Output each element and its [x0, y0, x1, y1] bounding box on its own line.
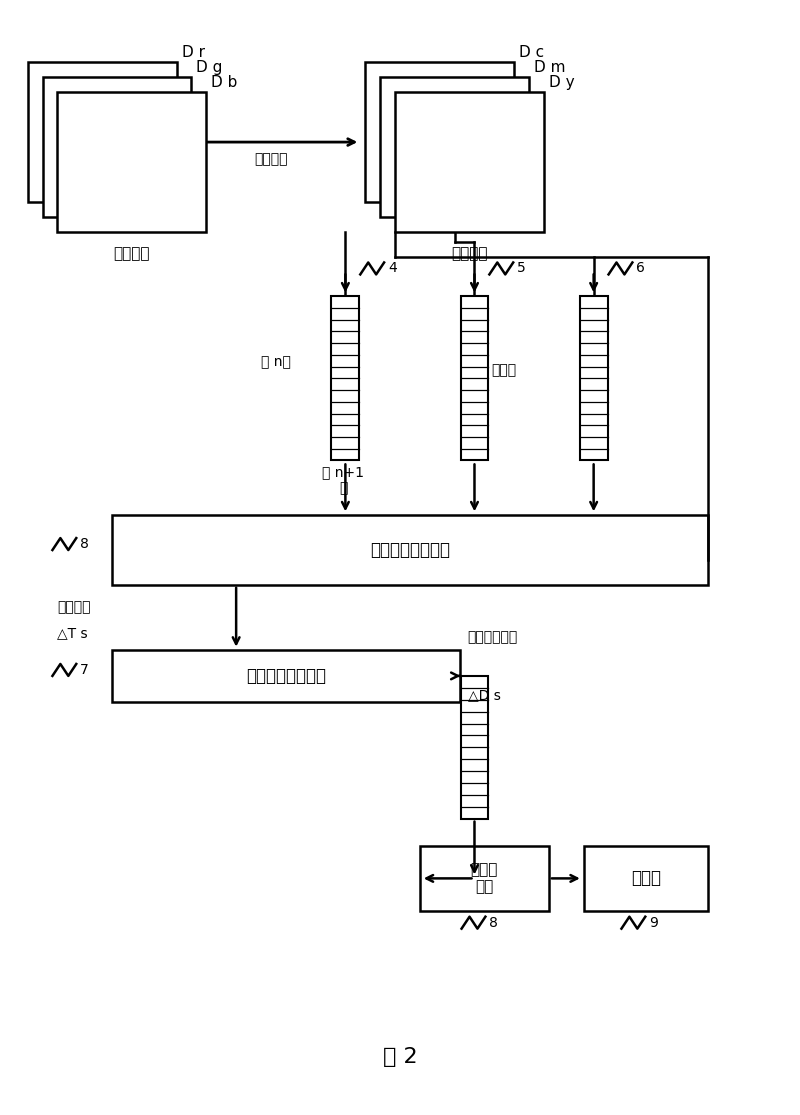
Text: 校正印刷数据: 校正印刷数据: [467, 631, 518, 644]
Text: 第 n+1
行: 第 n+1 行: [322, 465, 364, 496]
Bar: [461, 297, 488, 460]
Bar: [395, 93, 544, 232]
Bar: [112, 650, 459, 702]
Text: 图像数据: 图像数据: [114, 246, 150, 262]
Text: 4: 4: [388, 261, 397, 275]
Text: 第 n行: 第 n行: [261, 355, 290, 369]
Bar: [112, 515, 708, 585]
Text: 校正数据: 校正数据: [58, 600, 91, 613]
Text: D r: D r: [182, 46, 205, 60]
Text: 校正数据生成电路: 校正数据生成电路: [370, 541, 450, 559]
Bar: [420, 846, 549, 911]
Bar: [461, 676, 488, 818]
Text: 累积量: 累积量: [491, 363, 517, 377]
Text: △D s: △D s: [467, 688, 501, 702]
Text: 图 2: 图 2: [382, 1047, 418, 1067]
Text: 8: 8: [490, 915, 498, 930]
Bar: [331, 297, 359, 460]
Bar: [28, 62, 177, 202]
Text: 5: 5: [517, 261, 526, 275]
Bar: [580, 297, 607, 460]
Text: D c: D c: [519, 46, 544, 60]
Text: 颜色变换: 颜色变换: [254, 152, 288, 166]
Text: 9: 9: [650, 915, 658, 930]
Bar: [42, 77, 191, 216]
Text: D g: D g: [197, 60, 222, 76]
Text: 7: 7: [80, 663, 89, 677]
Text: 8: 8: [80, 537, 89, 551]
Text: 印刷数据校正电路: 印刷数据校正电路: [246, 667, 326, 685]
Text: 热敏头: 热敏头: [630, 870, 661, 888]
Bar: [380, 77, 529, 216]
Bar: [584, 846, 708, 911]
Text: 头控制
电路: 头控制 电路: [470, 862, 498, 894]
Text: 6: 6: [636, 261, 646, 275]
Text: △T s: △T s: [58, 627, 88, 641]
Text: D m: D m: [534, 60, 566, 76]
Text: D b: D b: [211, 76, 238, 90]
Bar: [366, 62, 514, 202]
Text: D y: D y: [549, 76, 574, 90]
Bar: [58, 93, 206, 232]
Text: 印刷数据: 印刷数据: [451, 246, 488, 262]
